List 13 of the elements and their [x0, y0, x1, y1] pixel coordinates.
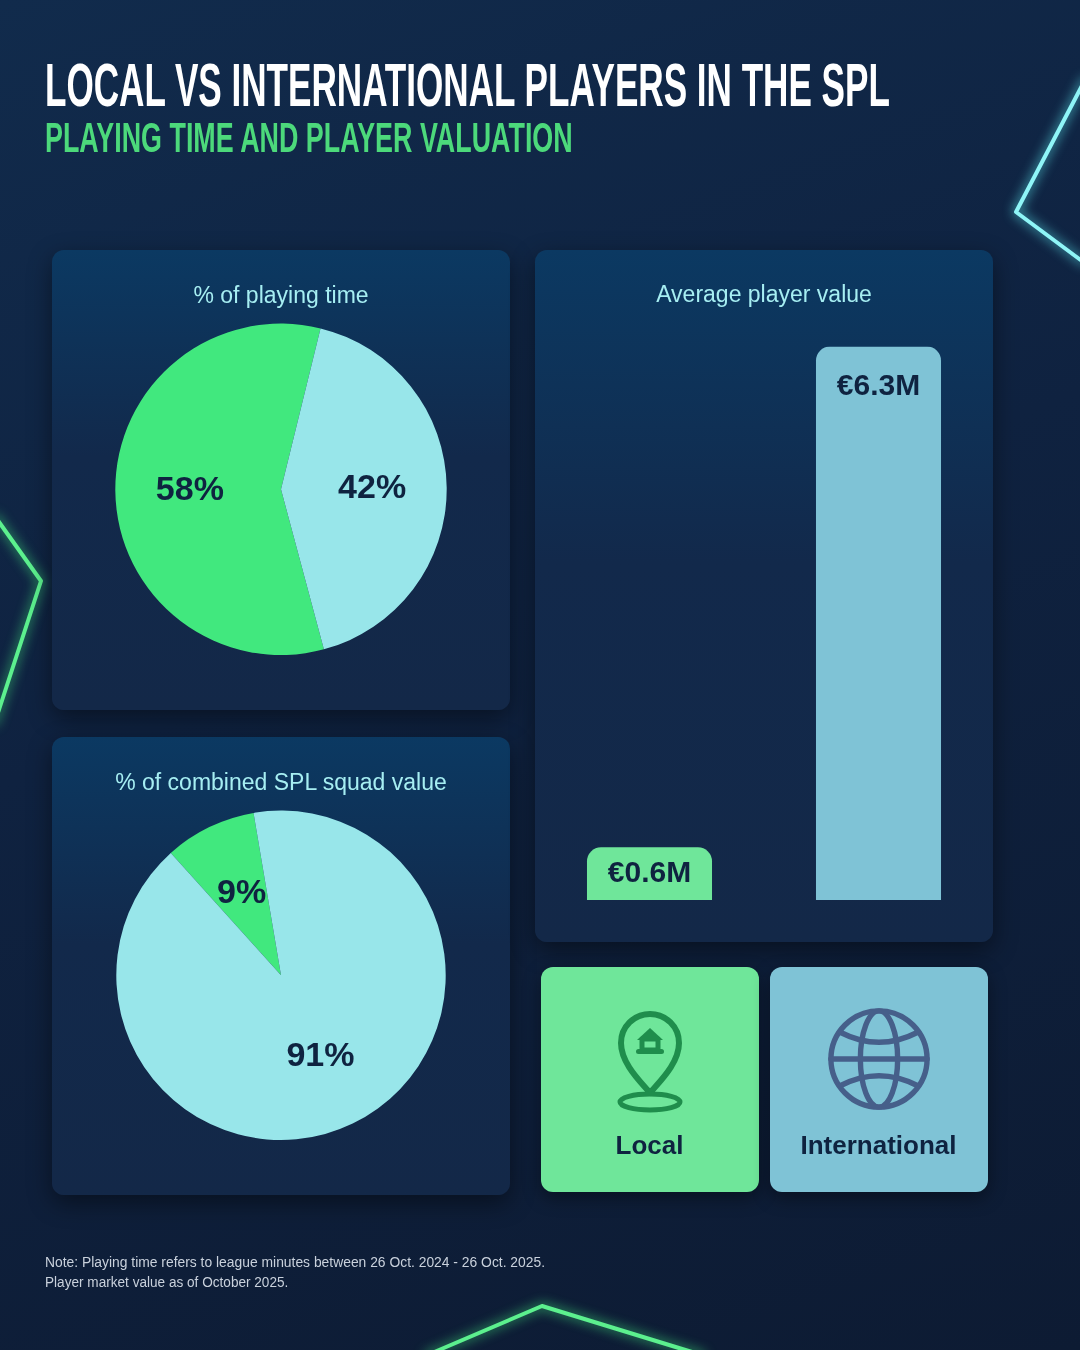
chart-title: Average player value: [656, 281, 872, 308]
chart-title: % of combined SPL squad value: [115, 769, 447, 796]
x-tick-label: Local: [614, 1130, 685, 1160]
data-label: 91%: [286, 1035, 355, 1074]
data-label: €6.3M: [836, 367, 921, 401]
text: Player market value as of October 2025.: [45, 1273, 289, 1292]
data-label: 42%: [338, 466, 407, 505]
x-tick-label: International: [799, 1130, 958, 1160]
data-label: €0.6M: [607, 854, 692, 888]
text: Note: Playing time refers to league minutes between 26 Oct. 2024 - 26 Oct. 2025.: [45, 1253, 546, 1272]
data-label: 58%: [155, 468, 224, 507]
chart-title: % of playing time: [193, 282, 369, 309]
data-label: 9%: [217, 872, 267, 911]
